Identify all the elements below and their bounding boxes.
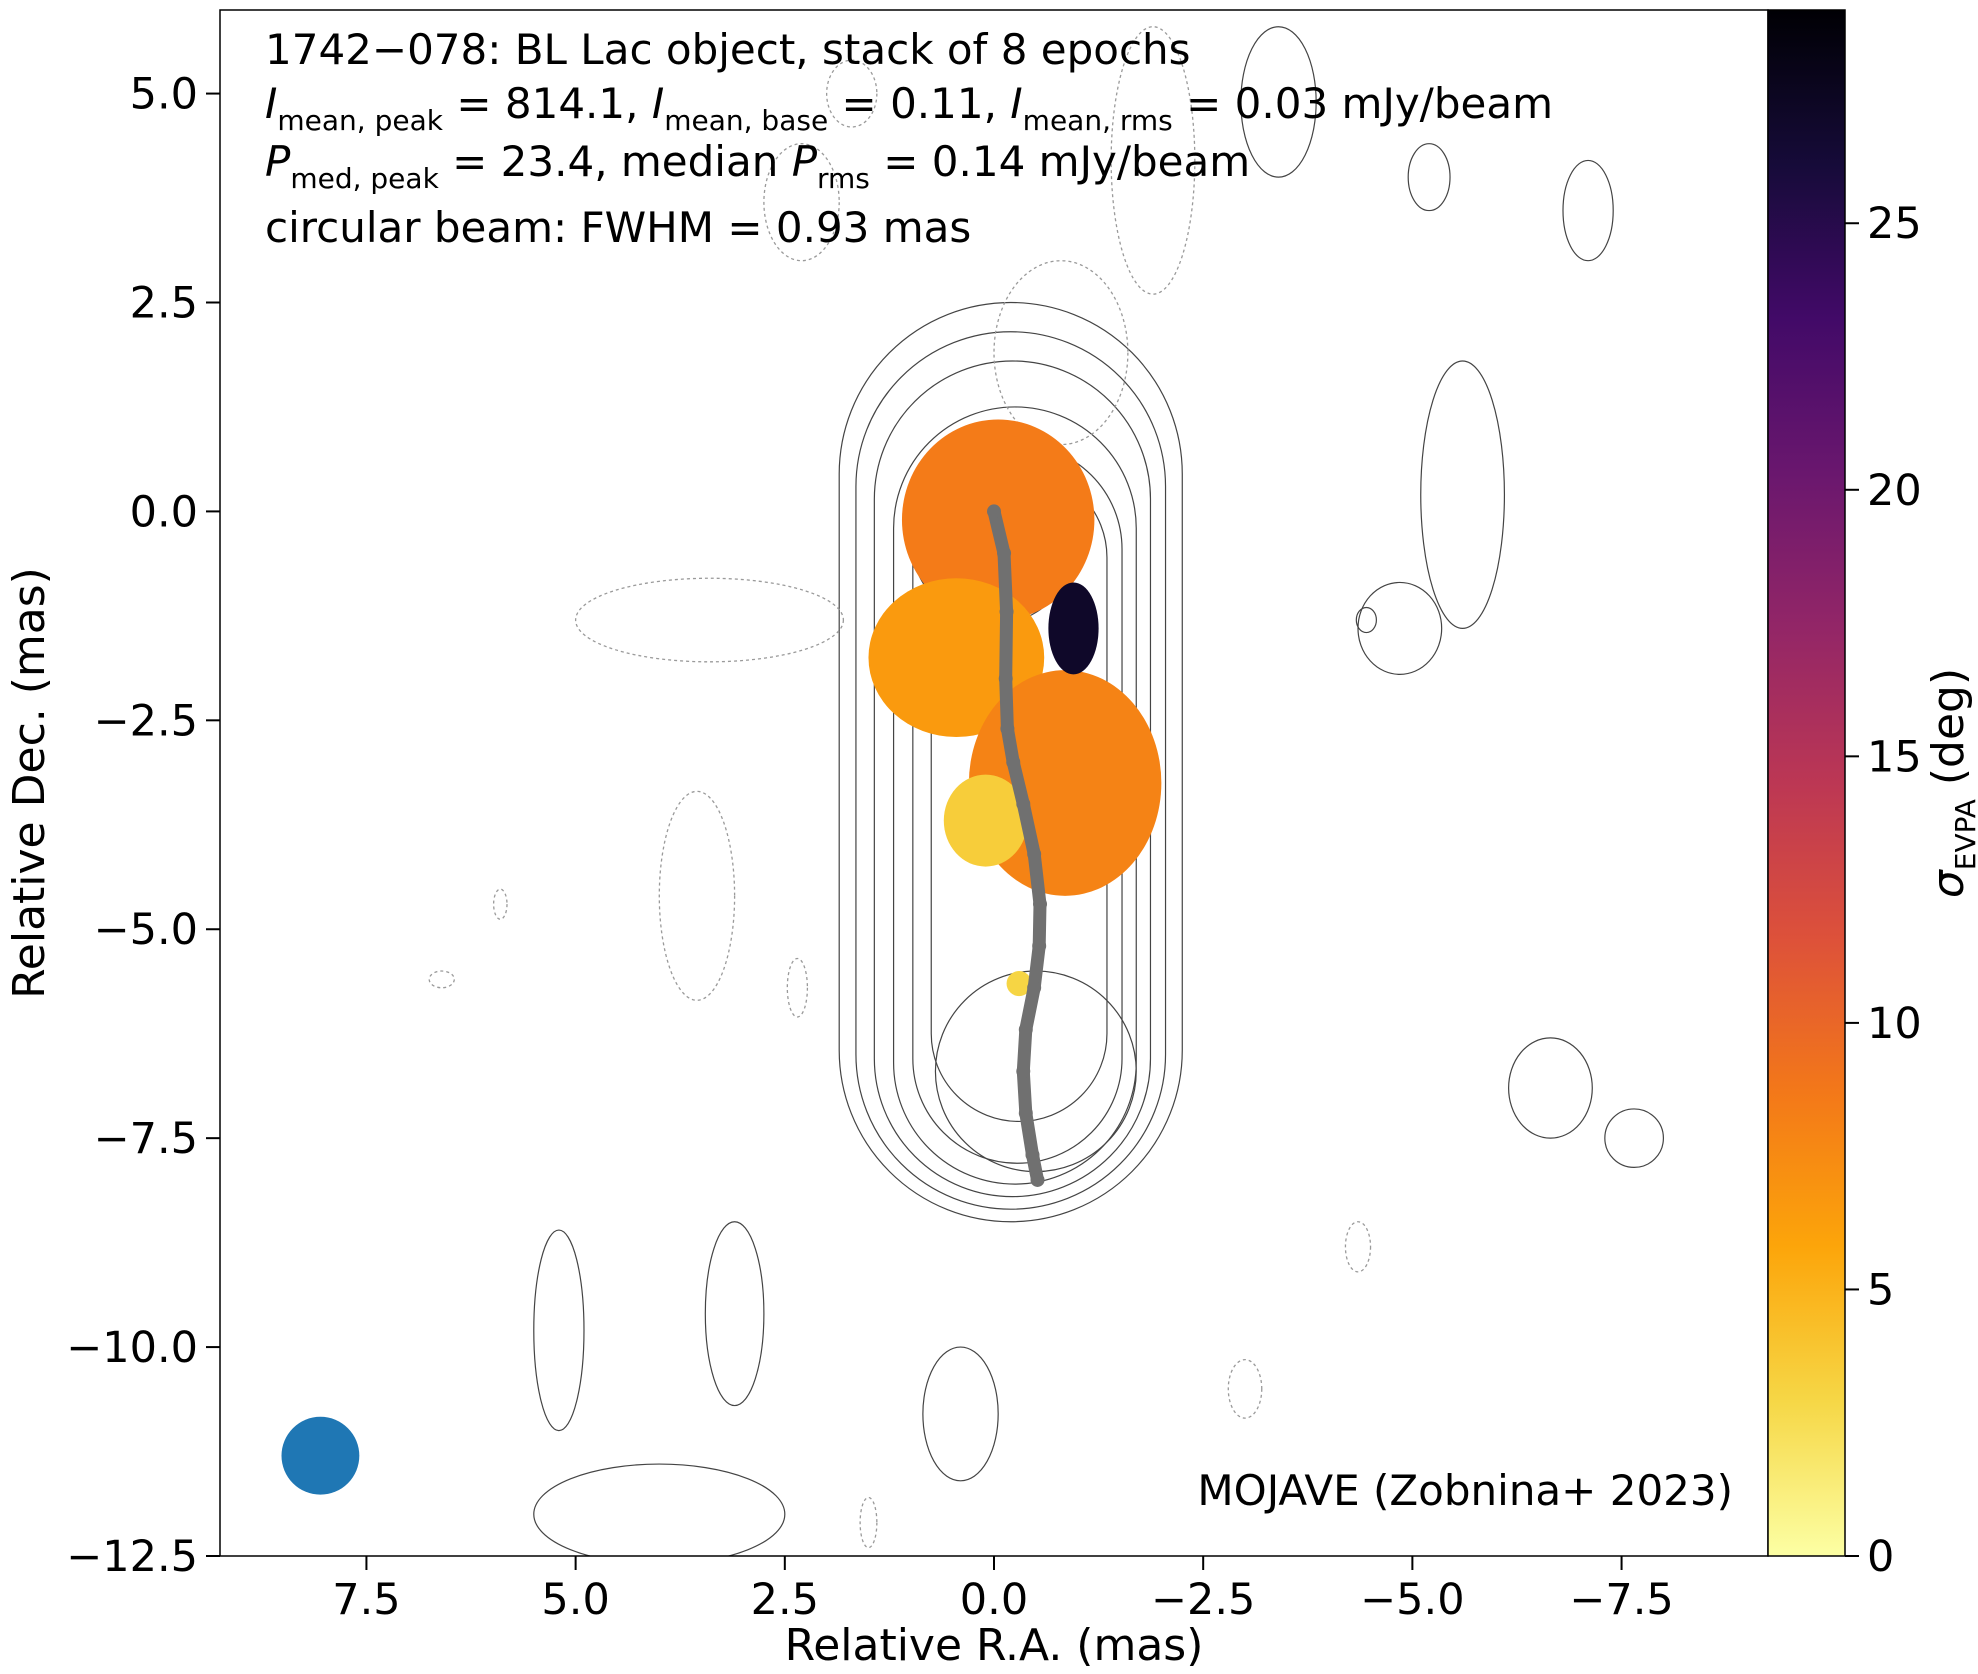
colorbar-scale	[1767, 9, 1846, 1557]
y-tick-label: −12.5	[66, 1532, 198, 1582]
x-axis: 7.5 5.0 2.5 0.0 −2.5 −5.0 −7.5	[332, 1556, 1674, 1625]
x-axis-label: Relative R.A. (mas)	[785, 1620, 1204, 1671]
y-tick-label: 5.0	[130, 70, 198, 120]
negative-contour	[492, 888, 508, 920]
negative-contour	[574, 577, 845, 663]
contour-level	[1357, 581, 1443, 675]
x-tick-label: 0.0	[960, 1575, 1028, 1625]
sigma-region-high-sigma-edge	[1048, 582, 1099, 675]
contour-level	[533, 1463, 786, 1556]
credit-label: MOJAVE (Zobnina+ 2023)	[1197, 1466, 1733, 1515]
negative-contour	[859, 1496, 878, 1549]
beam-circle	[281, 1416, 360, 1495]
colorbar-tick-label: 0	[1867, 1532, 1894, 1582]
annotation-block: 1742−078: BL Lac object, stack of 8 epoc…	[265, 25, 1733, 1515]
contour-level	[838, 301, 1183, 1223]
ridgeline-point	[987, 504, 1001, 519]
colorbar-ticks: 0 5 10 15 20 25	[1845, 199, 1922, 1582]
colorbar-tick-label: 20	[1867, 466, 1922, 516]
contour-level	[533, 1229, 585, 1432]
contour-level	[1420, 360, 1506, 629]
contour-level	[855, 331, 1167, 1210]
x-tick-label: 2.5	[751, 1575, 819, 1625]
ridgeline-point	[1027, 980, 1042, 995]
ridgeline-point	[1000, 721, 1015, 736]
ridgeline-point	[1006, 755, 1021, 770]
y-tick-label: −5.0	[94, 905, 198, 955]
annotation-line-1: 1742−078: BL Lac object, stack of 8 epoc…	[265, 25, 1191, 74]
sigma-region-tail-spot	[1006, 971, 1032, 997]
ridgeline-point	[1033, 897, 1048, 912]
ridgeline-point	[998, 671, 1013, 686]
y-tick-label: 0.0	[130, 487, 198, 537]
annotation-line-4: circular beam: FWHM = 0.93 mas	[265, 203, 971, 252]
contour-level	[1508, 1037, 1593, 1139]
sigma-region-low-sigma-edge	[943, 774, 1028, 867]
x-tick-label: −7.5	[1569, 1575, 1673, 1625]
colorbar: 0 5 10 15 20 25 σEVPA (deg)	[1767, 9, 1978, 1582]
negative-contour	[825, 59, 878, 128]
negative-contour	[658, 790, 736, 1001]
negative-contour	[993, 260, 1129, 446]
colorbar-tick-label: 25	[1867, 199, 1922, 249]
y-tick-label: 2.5	[130, 278, 198, 328]
ridgeline-point	[1032, 938, 1047, 953]
y-tick-label: −10.0	[66, 1323, 198, 1373]
annotation-line-3: Pmed, peak = 23.4, median Prms = 0.14 mJ…	[265, 137, 1250, 195]
contour-level	[704, 1221, 765, 1407]
colorbar-tick-label: 10	[1867, 999, 1922, 1049]
annotation-line-2: Imean, peak = 814.1, Imean, base = 0.11,…	[265, 79, 1553, 137]
beam-marker	[281, 1416, 360, 1495]
ridgeline-point	[997, 546, 1012, 561]
contour-level	[1355, 606, 1377, 634]
contour-level	[922, 1346, 999, 1482]
contour-level	[1562, 159, 1614, 262]
x-tick-label: 5.0	[541, 1575, 609, 1625]
x-tick-label: −2.5	[1151, 1575, 1255, 1625]
contour-level	[1240, 26, 1317, 178]
ridgeline-path	[987, 504, 1047, 1187]
y-tick-label: −2.5	[94, 696, 198, 746]
colorbar-label: σEVPA (deg)	[1923, 668, 1978, 898]
x-tick-label: −5.0	[1360, 1575, 1464, 1625]
ridgeline-point	[1016, 796, 1031, 811]
ridgeline-point	[1030, 1172, 1045, 1187]
colorbar-tick-label: 5	[1867, 1265, 1894, 1315]
negative-contour	[1344, 1221, 1372, 1273]
contour-level	[1407, 143, 1451, 212]
colorbar-tick-label: 15	[1867, 732, 1922, 782]
ridgeline-point	[1018, 1022, 1033, 1037]
negative-contour	[428, 970, 455, 989]
ridgeline	[987, 504, 1048, 1187]
negative-contour	[1110, 26, 1196, 295]
ridgeline-point	[1016, 1064, 1031, 1079]
contour-level	[1604, 1108, 1665, 1169]
negative-contour	[763, 143, 840, 262]
x-tick-label: 7.5	[332, 1575, 400, 1625]
ridgeline-point	[999, 604, 1014, 619]
ridgeline-point	[1025, 1147, 1040, 1162]
negative-contour	[786, 957, 809, 1018]
ridgeline-point	[1018, 1106, 1033, 1121]
negative-contour	[1227, 1358, 1263, 1419]
ridgeline-point	[1027, 847, 1042, 862]
y-axis: 5.0 2.5 0.0 −2.5 −5.0 −7.5 −10.0 −12.5	[66, 70, 220, 1582]
sigma-evpa-map	[868, 419, 1162, 997]
y-tick-label: −7.5	[94, 1114, 198, 1164]
y-axis-label: Relative Dec. (mas)	[4, 567, 55, 999]
